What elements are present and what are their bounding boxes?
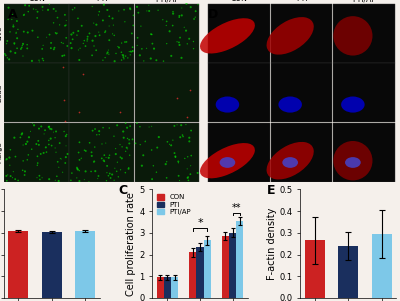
Ellipse shape <box>282 157 298 168</box>
Bar <box>164 277 171 298</box>
Text: Merge: Merge <box>398 141 400 163</box>
Legend: CON, PTI, PTI/AP: CON, PTI, PTI/AP <box>156 193 192 217</box>
Text: Live: Live <box>0 26 2 40</box>
Point <box>274 49 280 54</box>
Text: PTI/AP: PTI/AP <box>155 0 179 3</box>
Bar <box>196 247 204 298</box>
Text: D: D <box>208 8 218 21</box>
Text: C: C <box>119 184 128 197</box>
Text: Dead: Dead <box>0 84 2 102</box>
Ellipse shape <box>200 18 255 54</box>
Point <box>230 24 237 29</box>
Ellipse shape <box>333 16 372 56</box>
Y-axis label: Cell proliferation rate: Cell proliferation rate <box>126 192 136 296</box>
Bar <box>305 240 325 298</box>
Bar <box>189 252 196 298</box>
Bar <box>236 221 244 298</box>
Ellipse shape <box>278 97 302 113</box>
Ellipse shape <box>333 141 372 180</box>
Text: Merge: Merge <box>0 141 2 163</box>
Point <box>257 35 263 39</box>
Point <box>384 25 390 30</box>
Text: *: * <box>197 218 203 228</box>
Point <box>222 77 228 82</box>
Text: CON: CON <box>231 0 248 3</box>
Text: E: E <box>267 184 276 197</box>
Text: PTI/AP: PTI/AP <box>353 0 377 3</box>
Text: **: ** <box>232 203 241 213</box>
Bar <box>338 246 358 298</box>
Bar <box>372 234 392 298</box>
Text: A: A <box>8 8 18 21</box>
Bar <box>229 233 236 298</box>
Bar <box>75 231 95 298</box>
Point <box>299 62 305 67</box>
Point <box>326 74 332 79</box>
Text: DAPI: DAPI <box>398 85 400 101</box>
Ellipse shape <box>341 97 365 113</box>
Text: PTI: PTI <box>296 0 308 3</box>
Y-axis label: F-actin density: F-actin density <box>267 207 277 280</box>
Bar <box>204 240 211 298</box>
Text: CON: CON <box>28 0 45 3</box>
Ellipse shape <box>266 17 314 55</box>
Bar <box>222 236 229 298</box>
Text: PTI: PTI <box>96 0 108 3</box>
Ellipse shape <box>345 157 361 168</box>
Bar <box>8 231 28 298</box>
Ellipse shape <box>220 157 235 168</box>
Ellipse shape <box>200 143 255 178</box>
Ellipse shape <box>266 142 314 179</box>
Point <box>218 33 224 38</box>
Ellipse shape <box>216 97 239 113</box>
Text: F-actin: F-actin <box>398 21 400 45</box>
Bar <box>156 277 164 298</box>
Bar <box>42 232 62 298</box>
Bar <box>171 277 178 298</box>
